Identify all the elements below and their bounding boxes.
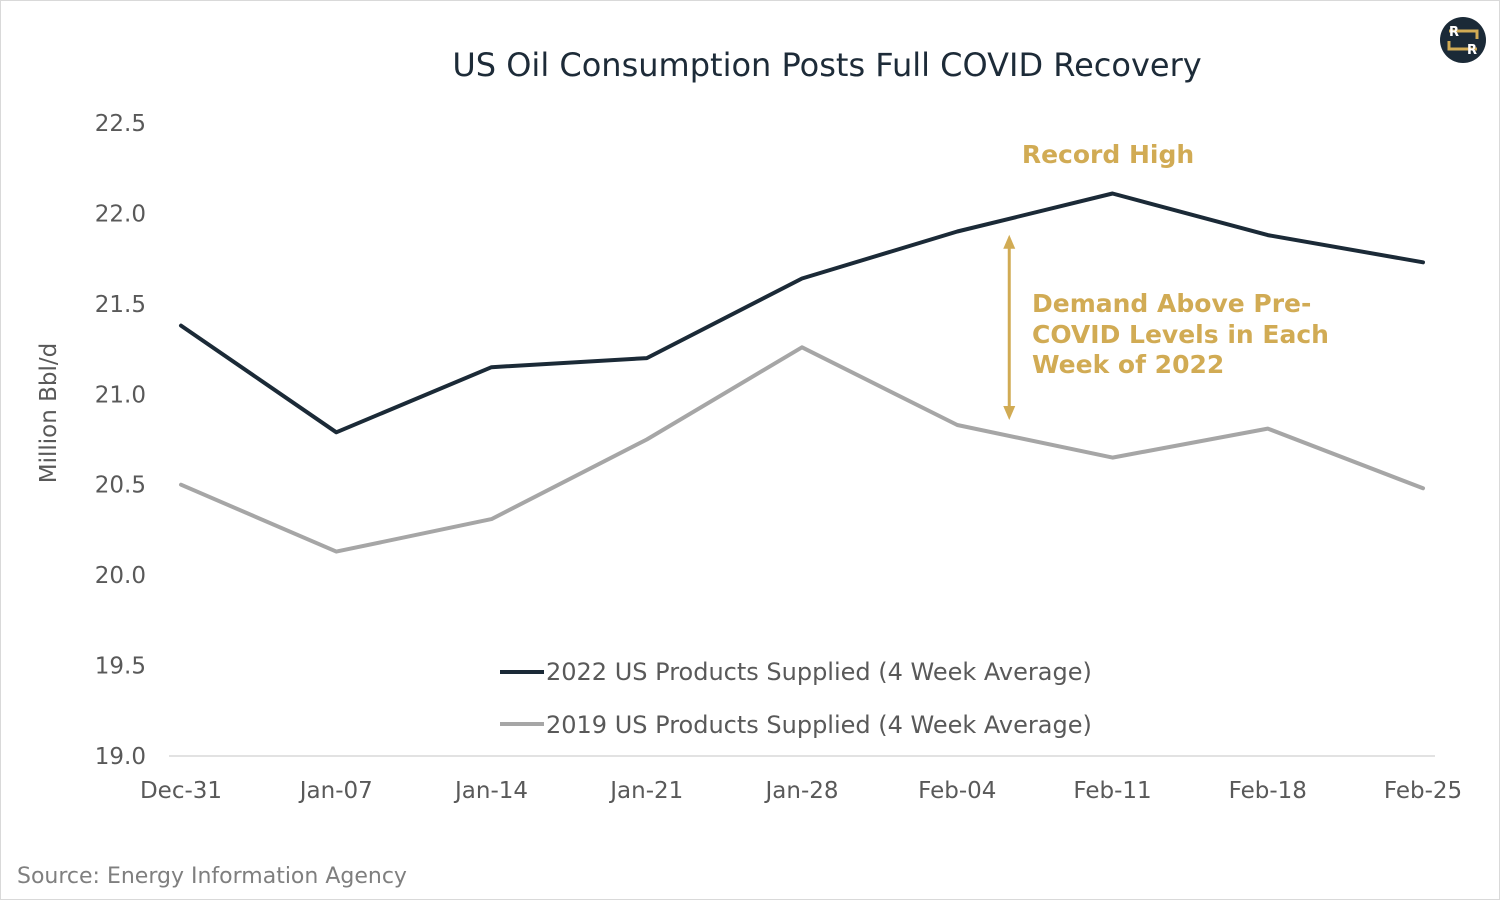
- x-tick-label: Feb-11: [1073, 778, 1151, 804]
- demand-arrow-head-bottom: [1003, 405, 1016, 420]
- series-lines: [179, 191, 1425, 554]
- x-tick-label: Feb-04: [918, 778, 996, 804]
- source-note: Source: Energy Information Agency: [17, 864, 407, 889]
- annotations: Record High Demand Above Pre- COVID Leve…: [1003, 140, 1329, 420]
- logo-letter-bottom: R: [1467, 43, 1477, 58]
- y-tick-label: 19.0: [95, 744, 146, 770]
- demand-label-line-1: Demand Above Pre-: [1032, 289, 1311, 318]
- legend: 2022 US Products Supplied (4 Week Averag…: [500, 658, 1092, 739]
- series-line-1: [179, 345, 1425, 554]
- x-tick-label: Jan-28: [763, 778, 838, 804]
- y-tick-label: 19.5: [95, 654, 146, 680]
- x-axis-ticks: Dec-31 Jan-07 Jan-14 Jan-21 Jan-28 Feb-04 Feb-…: [140, 778, 1462, 804]
- demand-arrow-head-top: [1003, 234, 1016, 249]
- legend-label-2022: 2022 US Products Supplied (4 Week Averag…: [546, 658, 1092, 686]
- record-high-label: Record High: [1022, 140, 1194, 169]
- logo-letter-top: R: [1449, 25, 1459, 40]
- x-tick-label: Jan-21: [608, 778, 683, 804]
- x-tick-label: Jan-07: [298, 778, 373, 804]
- demand-label-line-2: COVID Levels in Each: [1032, 320, 1329, 349]
- x-tick-label: Feb-18: [1229, 778, 1307, 804]
- series-line-0: [179, 191, 1425, 435]
- y-axis-ticks: 19.0 19.5 20.0 20.5 21.0 21.5 22.0 22.5: [95, 111, 146, 770]
- y-tick-label: 20.5: [95, 473, 146, 499]
- y-tick-label: 22.5: [95, 111, 146, 137]
- x-tick-label: Feb-25: [1384, 778, 1462, 804]
- y-tick-label: 22.0: [95, 201, 146, 227]
- legend-label-2019: 2019 US Products Supplied (4 Week Averag…: [546, 711, 1092, 739]
- y-tick-label: 21.5: [95, 292, 146, 318]
- y-tick-label: 21.0: [95, 382, 146, 408]
- x-tick-label: Dec-31: [140, 778, 222, 804]
- y-tick-label: 20.0: [95, 563, 146, 589]
- x-tick-label: Jan-14: [453, 778, 528, 804]
- chart-title: US Oil Consumption Posts Full COVID Reco…: [452, 46, 1201, 84]
- demand-label-line-3: Week of 2022: [1032, 350, 1224, 379]
- y-axis-label: Million Bbl/d: [36, 343, 62, 483]
- logo-icon: R R: [1440, 17, 1486, 63]
